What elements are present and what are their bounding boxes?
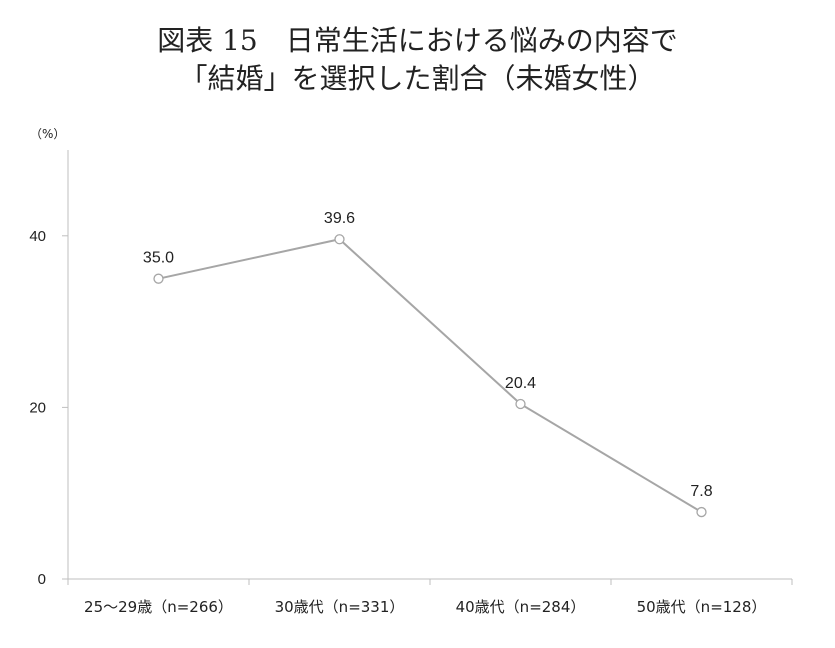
y-tick-label: 20 (29, 399, 46, 416)
x-category-label: 25～29歳（n=266） (84, 598, 233, 616)
data-labels: 35.0 39.6 20.4 7.8 (143, 210, 713, 500)
y-tick-label: 40 (29, 228, 46, 245)
x-category-label: 50歳代（n=128） (637, 598, 767, 616)
data-point (334, 234, 345, 245)
data-label: 35.0 (143, 250, 174, 267)
data-point (696, 506, 707, 518)
y-axis-ticks: 0 20 40 (29, 228, 68, 588)
data-point (515, 398, 526, 410)
series-line (158, 238, 703, 513)
x-axis-categories: 25～29歳（n=266） 30歳代（n=331） 40歳代（n=284） 50歳代（… (84, 598, 766, 616)
axes (67, 150, 793, 585)
chart-title-line-2: 「結婚」を選択した割合（未婚女性） (179, 62, 656, 95)
series (153, 234, 707, 518)
chart-title: 図表 15 日常生活における悩みの内容で 「結婚」を選択した割合（未婚女性） (0, 22, 835, 98)
data-point (153, 273, 164, 284)
data-label: 7.8 (690, 483, 712, 500)
data-label: 39.6 (324, 210, 355, 227)
x-category-label: 30歳代（n=331） (275, 598, 405, 616)
data-label: 20.4 (505, 375, 536, 392)
y-axis-unit-label: （%） (30, 127, 65, 141)
chart-title-line-1: 図表 15 日常生活における悩みの内容で (157, 24, 678, 57)
x-category-label: 40歳代（n=284） (456, 598, 586, 616)
y-tick-label: 0 (38, 571, 46, 588)
